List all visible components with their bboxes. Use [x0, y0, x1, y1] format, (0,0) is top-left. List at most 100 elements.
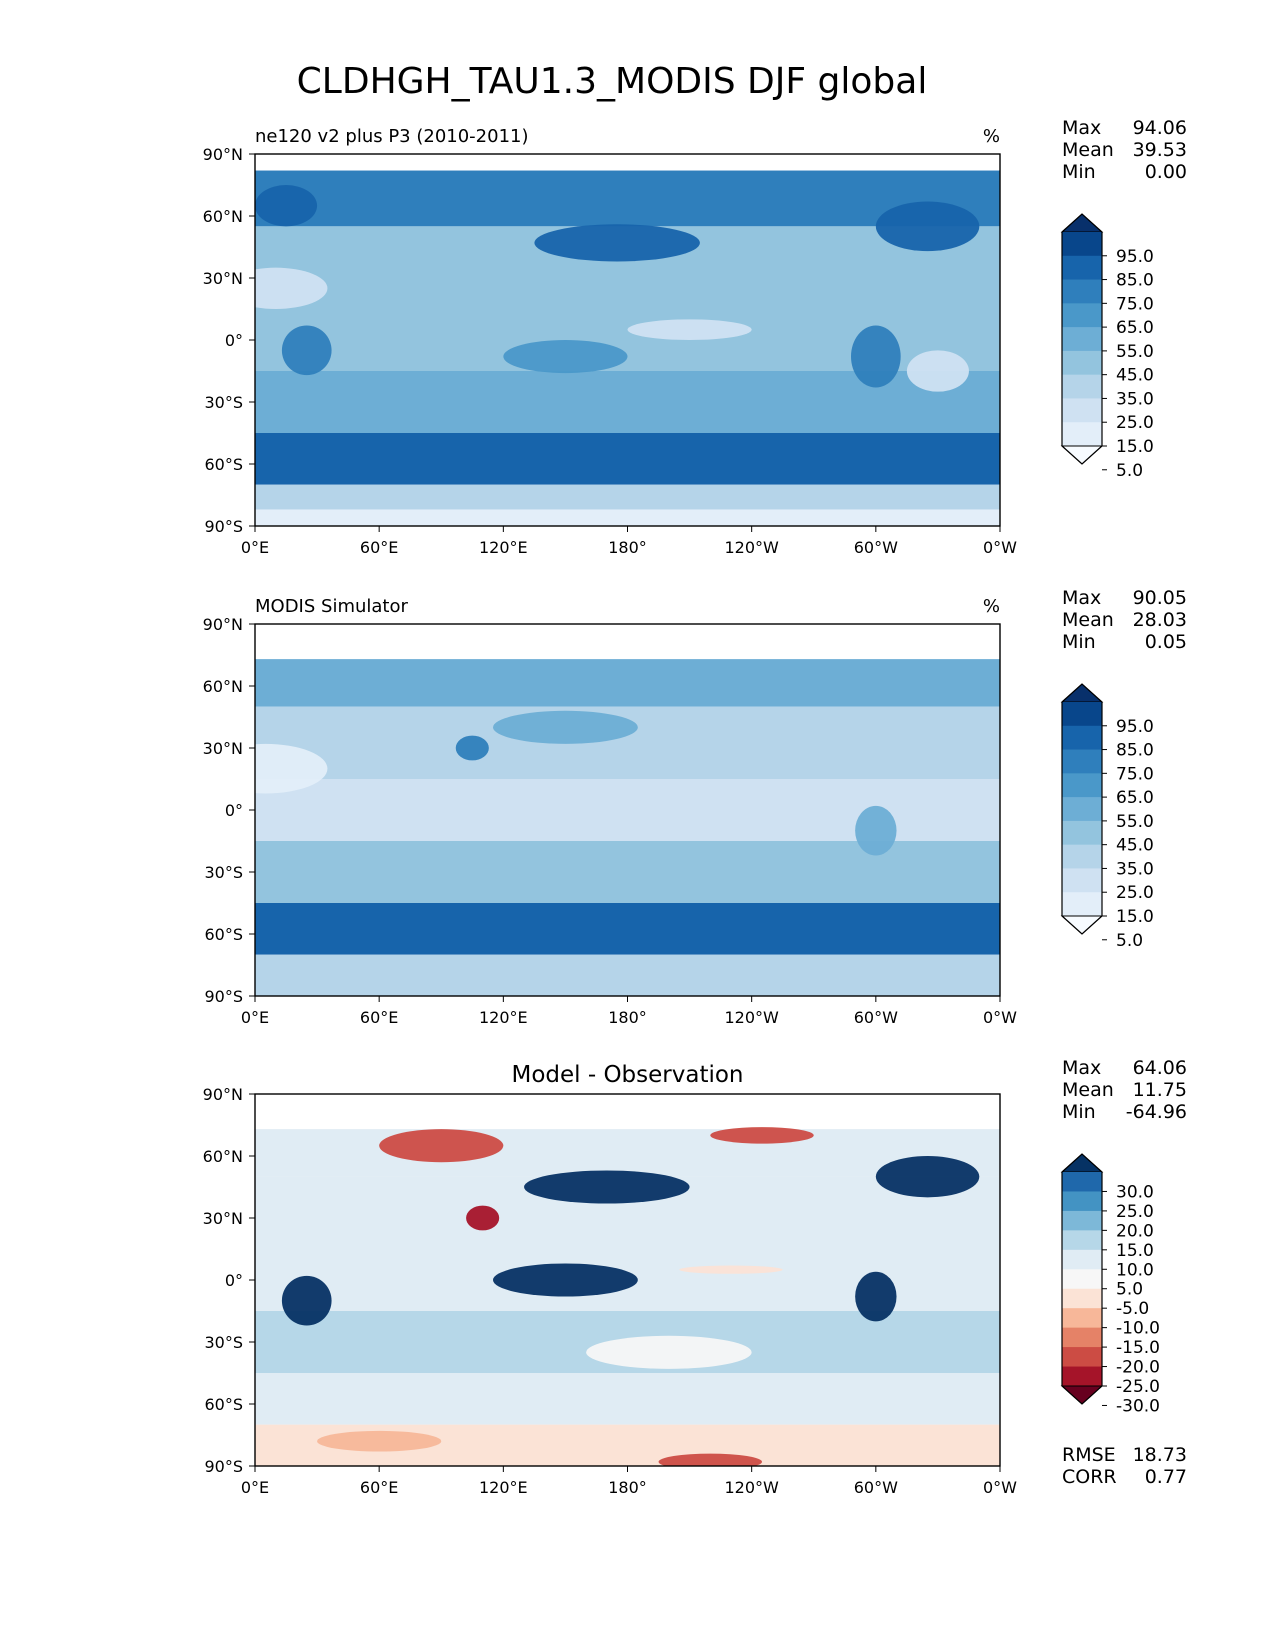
x-tick-label: 0°E — [241, 1008, 269, 1027]
colorbar-cell — [1062, 725, 1102, 751]
field-anomaly — [851, 325, 901, 388]
panel-difference: Model - Observation 0°E 60°E 120°E 180° 120°W… — [203, 1057, 1187, 1497]
field-anomaly — [317, 1430, 442, 1452]
stat-label: Min — [1062, 1101, 1096, 1123]
stat-value: 0.77 — [1145, 1466, 1187, 1488]
stat-label: Min — [1062, 161, 1096, 183]
stat-label: Mean — [1062, 139, 1114, 161]
field-anomaly — [466, 1205, 500, 1231]
y-tick-label: 0° — [225, 331, 243, 350]
colorbar-cell — [1062, 232, 1102, 257]
field-anomaly — [524, 1170, 690, 1204]
field-anomaly — [255, 743, 328, 794]
x-tick-label: 0°E — [241, 1478, 269, 1497]
colorbar-cell — [1062, 374, 1102, 399]
stat-value: 11.75 — [1133, 1079, 1187, 1101]
stat-value: 39.53 — [1133, 139, 1187, 161]
colorbar-extend-bottom — [1060, 915, 1104, 935]
colorbar-tick-label: 35.0 — [1116, 389, 1154, 409]
y-tick-label: 60°S — [204, 925, 243, 944]
x-tick-label: 60°E — [360, 1478, 398, 1497]
field-band — [255, 433, 1000, 485]
field-anomaly — [379, 1129, 504, 1163]
colorbar-extend-bottom — [1060, 1385, 1104, 1405]
x-tick-label: 0°W — [983, 538, 1017, 557]
field-anomaly — [679, 1265, 783, 1274]
field-band — [255, 484, 1000, 510]
x-tick-label: 120°E — [479, 538, 528, 557]
colorbar-cell — [1062, 1210, 1102, 1231]
colorbar-tick-label: 20.0 — [1116, 1221, 1154, 1241]
colorbar-tick-label: 95.0 — [1116, 247, 1154, 267]
field-band — [255, 1129, 1000, 1177]
map-field — [255, 624, 1000, 996]
colorbar-tick-label: -20.0 — [1116, 1358, 1160, 1378]
units-label: % — [983, 126, 1000, 147]
y-tick-label: 30°N — [203, 269, 243, 288]
colorbar-cell — [1062, 868, 1102, 893]
x-tick-label: 60°W — [854, 1008, 898, 1027]
colorbar-tick-label: 95.0 — [1116, 717, 1154, 737]
figure-title: CLDHGH_TAU1.3_MODIS DJF global — [297, 61, 928, 102]
colorbar-cell — [1062, 820, 1102, 846]
colorbar-cell — [1062, 1191, 1102, 1212]
stat-value: 0.00 — [1145, 161, 1187, 183]
stat-label: Mean — [1062, 609, 1114, 631]
colorbar-tick-label: -10.0 — [1116, 1319, 1160, 1339]
colorbar-tick-label: 55.0 — [1116, 812, 1154, 832]
panel-title: Model - Observation — [511, 1062, 743, 1088]
x-tick-label: 120°E — [479, 1478, 528, 1497]
colorbar-cell — [1062, 797, 1102, 822]
y-tick-label: 90°N — [203, 615, 243, 634]
field-band — [255, 706, 1000, 779]
colorbar-cell — [1062, 1366, 1102, 1387]
x-tick-label: 120°W — [724, 1478, 779, 1497]
colorbar-cell — [1062, 1172, 1102, 1192]
y-tick-label: 90°N — [203, 1085, 243, 1104]
x-tick-label: 0°E — [241, 538, 269, 557]
colorbar-cell — [1062, 327, 1102, 352]
colorbar-tick-label: 45.0 — [1116, 836, 1154, 856]
field-band — [255, 1373, 1000, 1425]
stat-label: Max — [1062, 117, 1101, 139]
y-tick-label: 90°S — [204, 987, 243, 1006]
colorbar-tick-label: 85.0 — [1116, 741, 1154, 761]
colorbar-extend-top — [1060, 213, 1104, 233]
x-tick-label: 60°E — [360, 1008, 398, 1027]
field-anomaly — [875, 201, 980, 252]
field-anomaly — [855, 805, 897, 856]
y-tick-label: 30°N — [203, 1209, 243, 1228]
field-anomaly — [281, 1275, 332, 1326]
colorbar-cell — [1062, 1288, 1102, 1309]
colorbar-tick-label: 35.0 — [1116, 859, 1154, 879]
y-tick-label: 30°S — [204, 1333, 243, 1352]
y-tick-label: 0° — [225, 1271, 243, 1290]
colorbar-tick-label: 75.0 — [1116, 294, 1154, 314]
colorbar-tick-label: 15.0 — [1116, 907, 1154, 927]
field-anomaly — [875, 1156, 980, 1198]
y-tick-label: 60°S — [204, 455, 243, 474]
colorbar: 95.0 85.0 75.0 65.0 55.0 45.0 35.0 25.0 15.0 5.0 — [1060, 213, 1154, 481]
x-tick-label: 120°E — [479, 1008, 528, 1027]
x-tick-label: 0°W — [983, 1478, 1017, 1497]
map-field — [255, 154, 1000, 526]
colorbar-tick-label: 75.0 — [1116, 764, 1154, 784]
colorbar-tick-label: 5.0 — [1116, 931, 1143, 951]
colorbar-cell — [1062, 749, 1102, 774]
y-tick-label: 30°N — [203, 739, 243, 758]
field-anomaly — [710, 1127, 814, 1144]
colorbar-tick-label: 65.0 — [1116, 318, 1154, 338]
stat-label: Min — [1062, 631, 1096, 653]
colorbar-cell — [1062, 255, 1102, 281]
y-tick-label: 30°S — [204, 393, 243, 412]
colorbar-tick-label: 45.0 — [1116, 366, 1154, 386]
x-tick-label: 0°W — [983, 1008, 1017, 1027]
colorbar-tick-label: -15.0 — [1116, 1338, 1160, 1358]
stat-label: RMSE — [1062, 1444, 1116, 1466]
panel-title: ne120 v2 plus P3 (2010-2011) — [255, 126, 529, 147]
colorbar-tick-label: 25.0 — [1116, 1202, 1154, 1222]
colorbar-tick-label: 55.0 — [1116, 342, 1154, 362]
y-tick-label: 90°S — [204, 1457, 243, 1476]
colorbar-tick-label: 25.0 — [1116, 413, 1154, 433]
field-anomaly — [281, 325, 332, 376]
